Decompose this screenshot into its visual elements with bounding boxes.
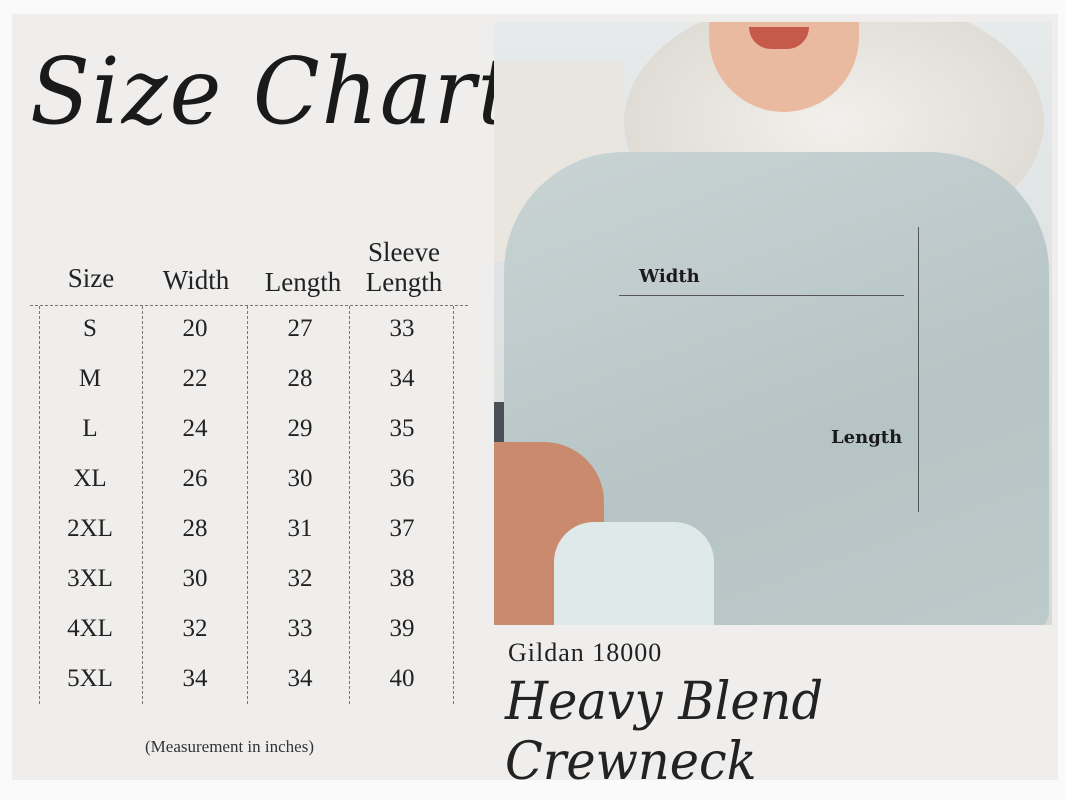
measurement-cell: 40 xyxy=(389,665,415,692)
header-length: Length xyxy=(264,267,342,297)
measurement-cell: 30 xyxy=(287,465,313,492)
measurement-cell: 29 xyxy=(287,415,313,442)
header-size: Size xyxy=(67,263,115,293)
measurement-cell: 28 xyxy=(182,515,208,542)
length-arrow xyxy=(918,227,919,512)
size-cell: 5XL xyxy=(67,665,113,692)
header-width: Width xyxy=(162,265,230,295)
measurement-cell: 33 xyxy=(389,315,415,342)
column-divider xyxy=(349,306,350,704)
size-cell: 4XL xyxy=(67,615,113,642)
measurement-cell: 26 xyxy=(182,465,208,492)
brand-model: Gildan 18000 xyxy=(508,638,663,667)
measurement-cell: 37 xyxy=(389,515,415,542)
size-chart-title: Size Chart xyxy=(30,38,515,145)
measurement-cell: 30 xyxy=(182,565,208,592)
header-sleeve: Sleeve xyxy=(368,237,440,267)
measurement-cell: 32 xyxy=(182,615,208,642)
measurement-cell: 31 xyxy=(287,515,313,542)
jeans xyxy=(554,522,714,625)
size-cell: M xyxy=(78,365,102,392)
measurement-cell: 38 xyxy=(389,565,415,592)
size-cell: S xyxy=(83,315,97,342)
column-divider xyxy=(39,306,40,704)
measurement-cell: 32 xyxy=(287,565,313,592)
measurement-note: (Measurement in inches) xyxy=(145,737,314,756)
measurement-cell: 39 xyxy=(389,615,415,642)
width-label: Width xyxy=(639,266,700,287)
column-divider xyxy=(247,306,248,704)
measurement-cell: 34 xyxy=(182,665,208,692)
measurement-cell: 36 xyxy=(389,465,415,492)
measurement-cell: 35 xyxy=(389,415,415,442)
measurement-cell: 34 xyxy=(287,665,313,692)
measurement-cell: 24 xyxy=(182,415,208,442)
smile xyxy=(749,27,809,49)
measurement-cell: 33 xyxy=(287,615,313,642)
length-label: Length xyxy=(831,427,903,448)
measurement-cell: 34 xyxy=(389,365,415,392)
model-photo: Width Length xyxy=(494,22,1052,625)
size-cell: L xyxy=(82,415,98,442)
size-cell: 3XL xyxy=(67,565,113,592)
header-divider xyxy=(30,305,468,306)
column-divider xyxy=(453,306,454,704)
measurement-cell: 20 xyxy=(182,315,208,342)
measurement-cell: 27 xyxy=(287,315,313,342)
size-cell: XL xyxy=(73,465,107,492)
product-name: Heavy Blend Crewneck xyxy=(505,672,824,792)
measurement-cell: 22 xyxy=(182,365,208,392)
width-arrow xyxy=(619,295,904,296)
column-divider xyxy=(142,306,143,704)
size-cell: 2XL xyxy=(67,515,113,542)
measurement-cell: 28 xyxy=(287,365,313,392)
header-sleeve-length: Length xyxy=(365,267,443,297)
